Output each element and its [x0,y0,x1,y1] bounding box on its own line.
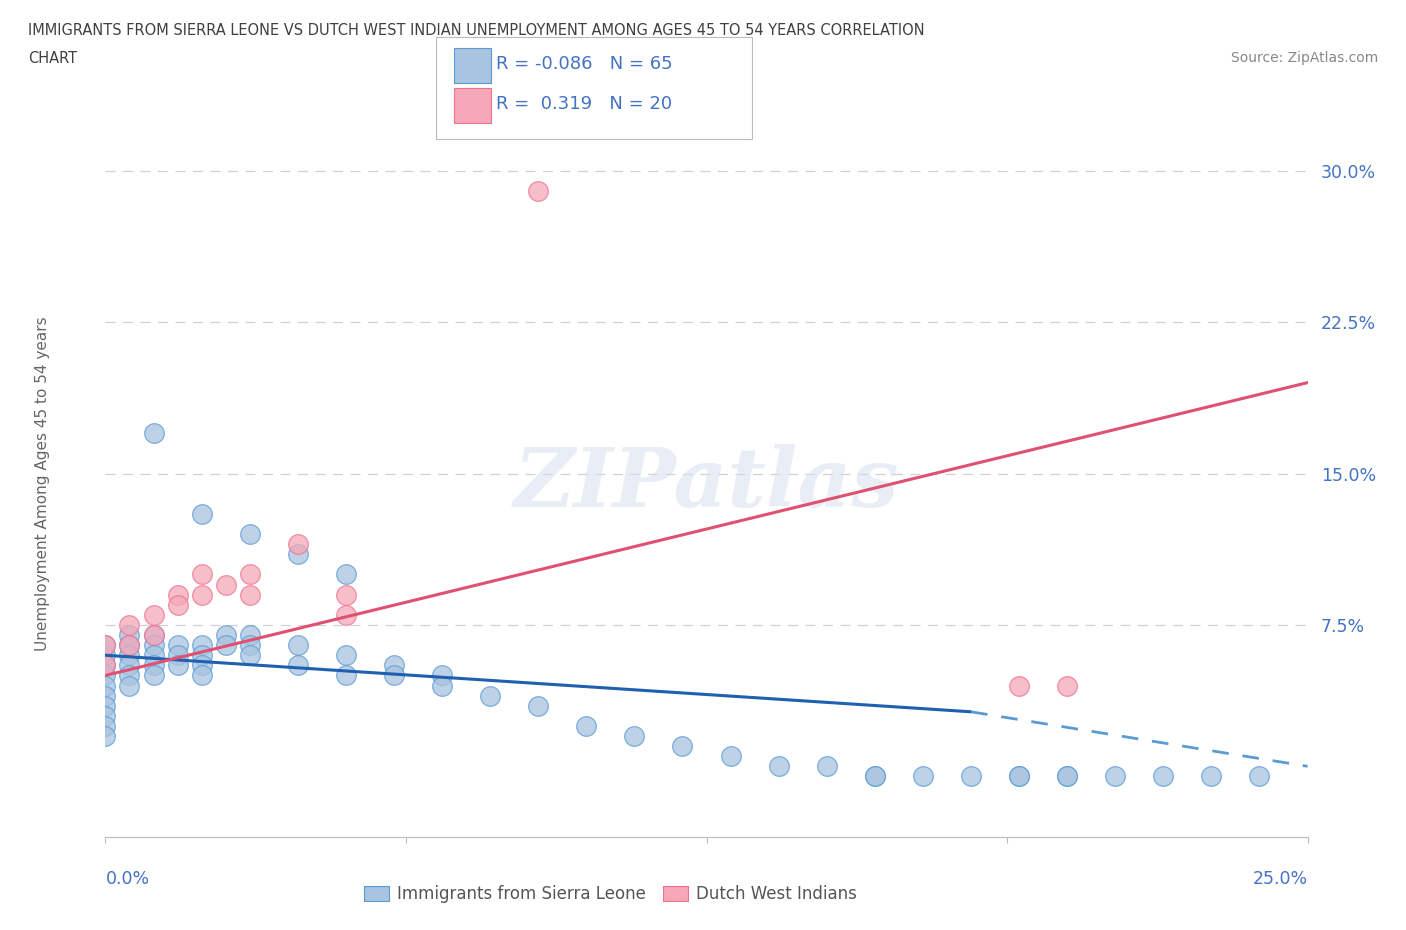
Point [863,769,886,784]
Point [335,567,357,582]
Point [527,698,550,713]
Point [1152,769,1174,784]
Point [166,587,188,602]
Point [335,587,357,602]
Text: Unemployment Among Ages 45 to 54 years: Unemployment Among Ages 45 to 54 years [35,316,51,651]
Point [527,183,550,198]
Point [214,578,236,592]
Point [335,607,357,622]
Text: 0.0%: 0.0% [105,870,149,887]
Point [575,719,598,734]
Point [287,547,309,562]
Point [190,668,212,683]
Point [671,738,693,753]
Point [190,567,212,582]
Point [166,597,188,612]
Point [911,769,934,784]
Point [1008,678,1031,693]
Point [1104,769,1126,784]
Text: Source: ZipAtlas.com: Source: ZipAtlas.com [1230,51,1378,65]
Point [214,628,236,643]
Point [142,658,165,672]
Point [720,749,742,764]
Point [94,698,117,713]
Point [1056,769,1078,784]
Text: R = -0.086   N = 65: R = -0.086 N = 65 [496,55,673,73]
Point [94,719,117,734]
Point [142,426,165,441]
Point [142,668,165,683]
Point [190,507,212,522]
Point [94,638,117,653]
Point [287,658,309,672]
Point [335,668,357,683]
Point [118,618,141,632]
Point [94,688,117,703]
Point [335,648,357,663]
Point [239,587,262,602]
Point [768,759,790,774]
Point [190,648,212,663]
Point [142,628,165,643]
Point [239,628,262,643]
Point [287,537,309,551]
Point [94,678,117,693]
Point [1008,769,1031,784]
Point [1056,678,1078,693]
Text: ZIPatlas: ZIPatlas [513,444,900,524]
Point [118,678,141,693]
Text: IMMIGRANTS FROM SIERRA LEONE VS DUTCH WEST INDIAN UNEMPLOYMENT AMONG AGES 45 TO : IMMIGRANTS FROM SIERRA LEONE VS DUTCH WE… [28,23,925,38]
Point [142,628,165,643]
Point [815,759,838,774]
Point [479,688,502,703]
Point [94,728,117,743]
Point [214,638,236,653]
Point [430,668,453,683]
Point [118,628,141,643]
Point [190,658,212,672]
Point [382,668,405,683]
Point [94,709,117,724]
Point [118,638,141,653]
Point [239,567,262,582]
Point [94,658,117,672]
Point [166,638,188,653]
Point [623,728,645,743]
Point [430,678,453,693]
Point [94,658,117,672]
Point [239,638,262,653]
Point [94,668,117,683]
Point [166,648,188,663]
Legend: Immigrants from Sierra Leone, Dutch West Indians: Immigrants from Sierra Leone, Dutch West… [357,879,863,910]
Point [118,638,141,653]
Point [142,648,165,663]
Point [190,587,212,602]
Text: CHART: CHART [28,51,77,66]
Point [142,607,165,622]
Point [1008,769,1031,784]
Text: R =  0.319   N = 20: R = 0.319 N = 20 [496,95,672,113]
Point [142,638,165,653]
Point [118,668,141,683]
Point [1056,769,1078,784]
Point [382,658,405,672]
Point [94,648,117,663]
Point [190,638,212,653]
Point [1249,769,1271,784]
Point [94,638,117,653]
Text: 25.0%: 25.0% [1253,870,1308,887]
Point [166,658,188,672]
Point [863,769,886,784]
Point [960,769,983,784]
Point [239,526,262,541]
Point [287,638,309,653]
Point [118,648,141,663]
Point [1201,769,1223,784]
Point [239,648,262,663]
Point [118,658,141,672]
